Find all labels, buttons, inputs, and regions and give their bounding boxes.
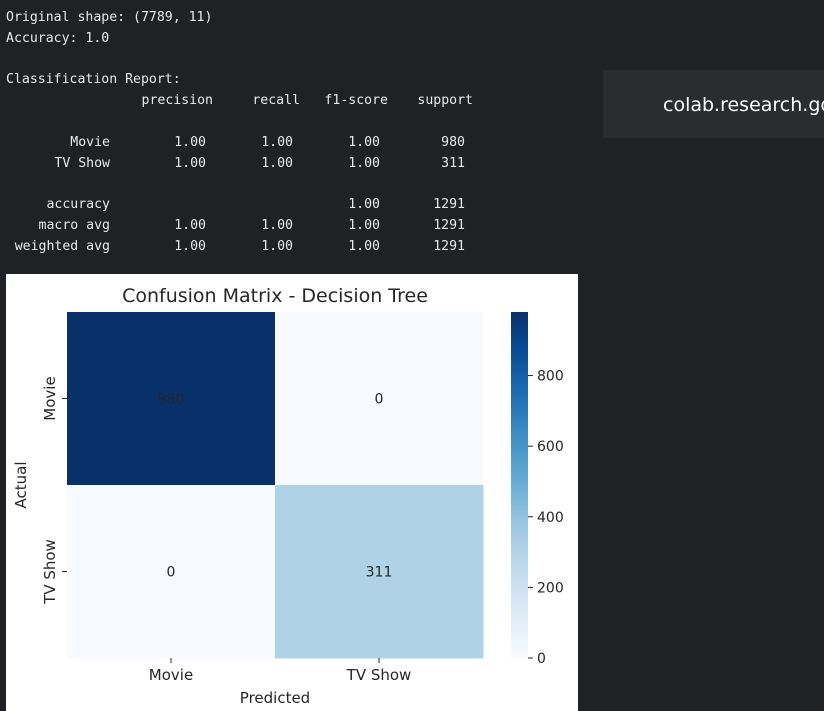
x-tick-label: TV Show [346, 666, 412, 684]
report-title: Classification Report: [6, 72, 181, 88]
report-row-macro-avg: macro avg 1.00 1.00 1.00 1291 [6, 216, 596, 237]
heatmap-cell [275, 485, 484, 659]
report-row-weighted-avg: weighted avg 1.00 1.00 1.00 1291 [6, 237, 596, 258]
row-support: 1291 [433, 217, 465, 233]
y-tick-label: Movie [41, 376, 59, 420]
row-label: TV Show [54, 155, 110, 171]
row-recall: 1.00 [261, 155, 293, 171]
cell-value-label: 980 [158, 392, 185, 408]
accuracy-line: Accuracy: 1.0 [6, 30, 110, 46]
heatmap-cell [67, 312, 276, 486]
blank-line [6, 50, 596, 71]
cell-value-label: 311 [366, 565, 393, 581]
header-precision: precision [141, 93, 213, 109]
url-toast: colab.research.google.com [603, 70, 824, 138]
row-support: 1291 [433, 197, 465, 213]
row-precision: 1.00 [174, 134, 206, 150]
report-row-accuracy: accuracy 1.00 1291 [6, 195, 596, 216]
x-tick-label: Movie [149, 666, 193, 684]
x-axis-label: Predicted [240, 689, 310, 707]
report-header-row: precision recall f1-score support [6, 91, 596, 112]
header-recall: recall [252, 93, 300, 109]
heatmap-cell [67, 485, 276, 659]
cell-value-label: 0 [167, 565, 176, 581]
blank-line [6, 112, 596, 133]
row-support: 1291 [433, 238, 465, 254]
row-label: weighted avg [14, 238, 110, 254]
row-label: Movie [70, 134, 110, 150]
row-f1: 1.00 [348, 197, 380, 213]
row-recall: 1.00 [261, 238, 293, 254]
blank-line [6, 174, 596, 195]
row-support: 311 [441, 155, 465, 171]
header-support: support [417, 93, 473, 109]
row-precision: 1.00 [174, 155, 206, 171]
row-f1: 1.00 [348, 134, 380, 150]
colorbar [511, 312, 528, 658]
row-precision: 1.00 [174, 238, 206, 254]
report-row-movie: Movie 1.00 1.00 1.00 980 [6, 133, 596, 154]
colorbar-tick-label: 400 [537, 510, 564, 526]
row-f1: 1.00 [348, 217, 380, 233]
row-recall: 1.00 [261, 217, 293, 233]
colorbar-tick-label: 800 [537, 369, 564, 385]
report-row-tv-show: TV Show 1.00 1.00 1.00 311 [6, 154, 596, 175]
row-f1: 1.00 [348, 238, 380, 254]
y-axis-label: Actual [12, 462, 30, 509]
row-f1: 1.00 [348, 155, 380, 171]
row-support: 980 [441, 134, 465, 150]
row-recall: 1.00 [261, 134, 293, 150]
shape-line: Original shape: (7789, 11) [6, 10, 213, 25]
row-precision: 1.00 [174, 217, 206, 233]
confusion-matrix-heatmap: Confusion Matrix - Decision Tree 980 0 0 311… [12, 285, 564, 707]
row-label: accuracy [46, 197, 110, 213]
toast-url-text: colab.research.google.com [663, 94, 824, 116]
row-label: macro avg [38, 217, 110, 233]
chart-title: Confusion Matrix - Decision Tree [122, 285, 428, 307]
cell-value-label: 0 [375, 392, 384, 408]
colorbar-tick-label: 200 [537, 580, 564, 596]
cell-output-text: Original shape: (7789, 11) Accuracy: 1.0… [6, 8, 596, 262]
colorbar-tick-label: 600 [537, 439, 564, 455]
heatmap-cell [275, 312, 484, 486]
colorbar-tick-label: 0 [537, 651, 546, 667]
y-tick-label: TV Show [41, 539, 59, 605]
header-f1-score: f1-score [324, 93, 388, 109]
confusion-matrix-figure: Confusion Matrix - Decision Tree 980 0 0 311… [6, 274, 578, 711]
